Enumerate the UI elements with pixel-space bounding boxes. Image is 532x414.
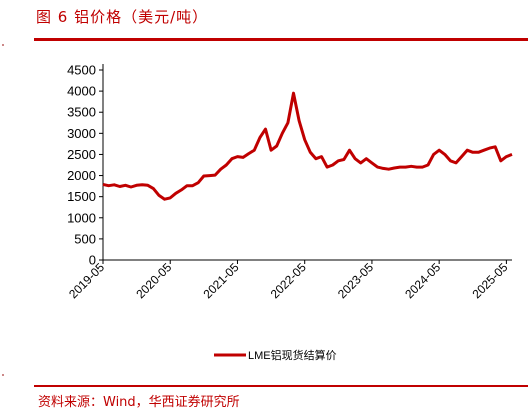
figure-title: 图 6 铝价格（美元/吨） [36,8,209,26]
corner-mark-top [2,44,4,46]
x-tick-label: 2024-05 [402,260,443,301]
x-tick-label: 2023-05 [335,260,376,301]
source-note: 资料来源：Wind，华西证券研究所 [38,395,240,410]
x-tick-label: 2020-05 [133,260,174,301]
y-tick-label: 3000 [67,126,96,141]
title-rule [34,38,528,41]
x-tick-label: 2022-05 [268,260,309,301]
corner-mark-bottom [2,374,4,376]
aluminum-price-chart: 0 500 1000 1500 2000 2500 3000 3500 4000 4500 201… [66,63,513,362]
x-tick-label: 2021-05 [201,260,242,301]
y-tick-label: 2000 [67,168,96,183]
chart-axes [102,64,512,261]
y-tick-label: 500 [74,231,96,246]
x-tick-label: 2025-05 [469,260,510,301]
x-axis-ticks: 2019-05 2020-05 2021-05 2022-05 2023-05 2024-… [66,260,511,301]
chart-legend: LME铝现货结算价 [214,348,337,362]
y-tick-label: 4000 [67,84,96,99]
y-axis-ticks: 0 500 1000 1500 2000 2500 3000 3500 4000 4500 [67,63,103,268]
y-tick-label: 2500 [67,147,96,162]
x-tick-label: 2019-05 [66,260,107,301]
y-tick-label: 1500 [67,189,96,204]
y-tick-label: 1000 [67,210,96,225]
legend-label: LME铝现货结算价 [248,348,337,362]
y-tick-label: 0 [89,253,96,268]
y-tick-label: 3500 [67,105,96,120]
y-tick-label: 4500 [67,63,96,78]
series-line-lme-aluminum [102,91,513,201]
source-rule [34,385,528,387]
